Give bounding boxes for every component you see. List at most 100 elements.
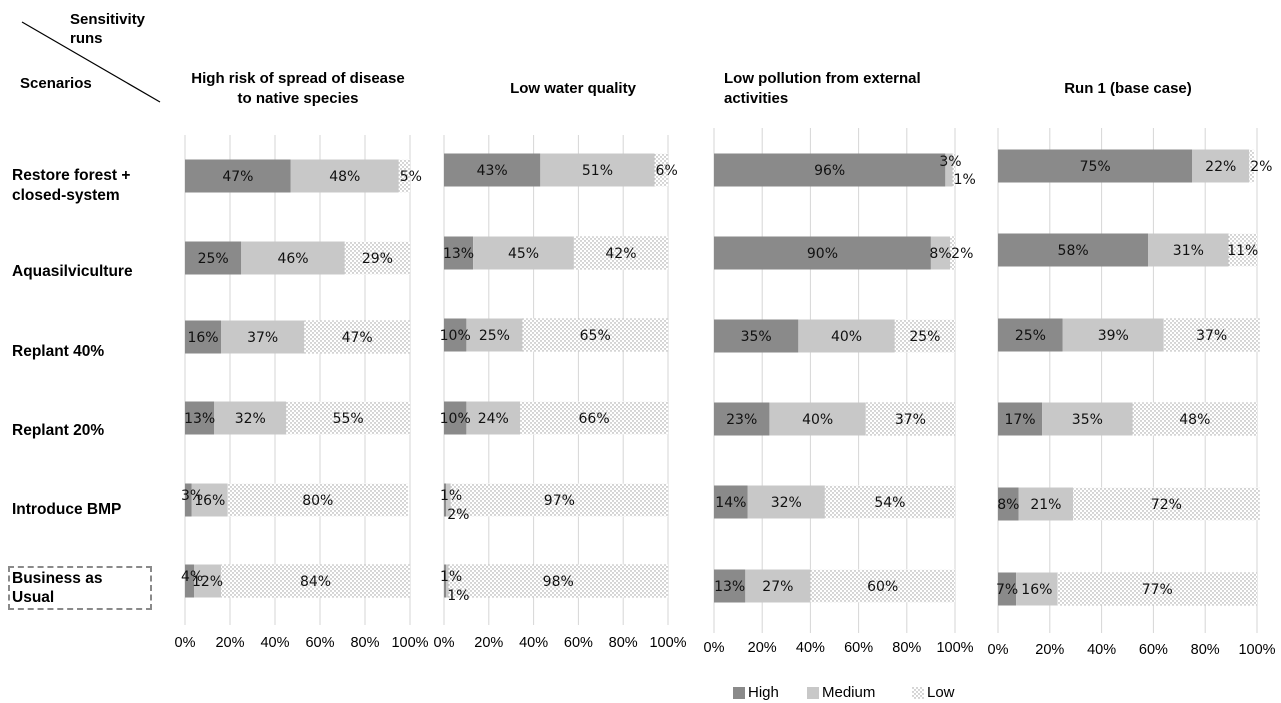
bar-high-business-as-usual (185, 564, 194, 598)
bar-medium-introduce-bmp (191, 483, 228, 517)
bar-medium-business-as-usual (745, 569, 811, 603)
legend-swatch-high (733, 687, 745, 699)
data-label-low-aquasilviculture: 29% (362, 251, 393, 267)
data-label-high-aquasilviculture: 13% (443, 246, 474, 262)
x-tick-label: 60% (1139, 642, 1168, 658)
x-tick-label: 100% (649, 635, 686, 651)
data-label-high-introduce-bmp: 3% (181, 488, 203, 504)
bar-medium-replant-20 (1042, 402, 1133, 436)
data-label-low-restore-forest-closed-system: 2% (1250, 159, 1272, 175)
bar-medium-replant-40 (466, 318, 523, 352)
panel-title-disease-risk: High risk of spread of disease to native… (191, 70, 405, 107)
x-tick-label: 80% (609, 635, 638, 651)
x-tick-label: 20% (1035, 642, 1064, 658)
data-label-medium-replant-20: 24% (478, 411, 509, 427)
data-label-medium-replant-40: 39% (1098, 328, 1129, 344)
bar-high-replant-20 (714, 402, 770, 436)
panel-title-water-quality: Low water quality (510, 80, 636, 97)
bar-low-aquasilviculture (1228, 233, 1257, 267)
legend-swatch-medium (807, 687, 819, 699)
bar-low-introduce-bmp (1073, 487, 1260, 521)
data-label-low-introduce-bmp: 97% (544, 493, 575, 509)
data-label-low-restore-forest-closed-system: 6% (656, 163, 678, 179)
x-tick-label: 20% (215, 635, 244, 651)
data-label-low-business-as-usual: 77% (1142, 582, 1173, 598)
data-label-high-introduce-bmp: 14% (715, 495, 746, 511)
bar-medium-replant-20 (214, 401, 287, 435)
data-label-low-business-as-usual: 60% (867, 579, 898, 595)
corner-diagonal-line (21, 21, 161, 103)
bar-high-restore-forest-closed-system (444, 153, 541, 187)
bar-medium-replant-20 (769, 402, 866, 436)
bar-high-business-as-usual (998, 572, 1017, 606)
x-tick-label: 80% (1191, 642, 1220, 658)
data-label-medium-introduce-bmp: 16% (194, 493, 225, 509)
bar-low-replant-40 (522, 318, 668, 352)
data-label-high-replant-20: 17% (1004, 412, 1035, 428)
bar-high-introduce-bmp (444, 483, 447, 517)
x-tick-label: 40% (519, 635, 548, 651)
data-label-high-aquasilviculture: 90% (807, 246, 838, 262)
data-label-high-replant-40: 35% (741, 329, 772, 345)
legend-swatch-low (912, 687, 924, 699)
bar-low-replant-20 (1132, 402, 1257, 436)
data-label-high-aquasilviculture: 58% (1058, 243, 1089, 259)
x-tick-label: 60% (564, 635, 593, 651)
data-label-low-restore-forest-closed-system: 1% (954, 172, 976, 188)
row-label-introduce-bmp: Introduce BMP (12, 501, 122, 518)
x-tick-label: 0% (175, 635, 196, 651)
data-label-medium-restore-forest-closed-system: 3% (939, 154, 961, 170)
bar-low-restore-forest-closed-system (1249, 149, 1255, 183)
bar-low-business-as-usual (810, 569, 955, 603)
x-tick-label: 20% (474, 635, 503, 651)
bar-medium-introduce-bmp (1018, 487, 1074, 521)
bar-medium-business-as-usual (1016, 572, 1058, 606)
bar-high-restore-forest-closed-system (714, 153, 946, 187)
x-tick-label: 100% (1238, 642, 1275, 658)
data-label-high-business-as-usual: 4% (181, 569, 203, 585)
bar-low-restore-forest-closed-system (952, 153, 955, 187)
bar-high-introduce-bmp (998, 487, 1019, 521)
bar-low-restore-forest-closed-system (654, 153, 668, 187)
bar-low-replant-40 (1163, 318, 1260, 352)
data-label-high-restore-forest-closed-system: 43% (477, 163, 508, 179)
bar-high-replant-20 (185, 401, 215, 435)
bar-medium-replant-20 (466, 401, 521, 435)
data-label-low-restore-forest-closed-system: 5% (400, 169, 422, 185)
bar-low-restore-forest-closed-system (398, 159, 410, 193)
data-label-low-business-as-usual: 84% (300, 574, 331, 590)
data-label-medium-introduce-bmp: 21% (1030, 497, 1061, 513)
chart-panel-3: 0% 20% 40% 60% 80% 100% 96% 3% 1% 90% 8% 2% 35% 40% 25… (704, 128, 976, 656)
data-label-high-business-as-usual: 7% (996, 582, 1018, 598)
bar-low-business-as-usual (448, 564, 668, 598)
data-label-medium-business-as-usual: 12% (192, 574, 223, 590)
bar-medium-aquasilviculture (473, 236, 574, 270)
data-label-medium-restore-forest-closed-system: 48% (329, 169, 360, 185)
bar-medium-business-as-usual (446, 564, 449, 598)
data-label-high-replant-40: 25% (1015, 328, 1046, 344)
data-label-low-replant-20: 66% (579, 411, 610, 427)
data-label-low-aquasilviculture: 11% (1227, 243, 1258, 259)
bar-high-replant-40 (998, 318, 1063, 352)
bar-high-restore-forest-closed-system (998, 149, 1193, 183)
bar-low-replant-40 (304, 320, 410, 354)
bar-medium-aquasilviculture (930, 236, 951, 270)
bar-medium-restore-forest-closed-system (1192, 149, 1250, 183)
data-label-low-introduce-bmp: 54% (874, 495, 905, 511)
bar-medium-business-as-usual (194, 564, 221, 598)
bar-medium-replant-40 (1062, 318, 1164, 352)
data-label-low-introduce-bmp: 80% (302, 493, 333, 509)
data-label-low-aquasilviculture: 42% (605, 246, 636, 262)
bar-low-introduce-bmp (227, 483, 408, 517)
x-tick-label: 0% (988, 642, 1009, 658)
bar-low-aquasilviculture (344, 241, 410, 275)
chart-panel-4: 0% 20% 40% 60% 80% 100% 75% 22% 2% 58% 31% 11% 25% 39… (988, 128, 1276, 658)
chart-panel-2: 0% 20% 40% 60% 80% 100% 43% 51% 6% 13% 45% 42% 10% 25… (434, 135, 687, 651)
bar-high-restore-forest-closed-system (185, 159, 291, 193)
data-label-low-replant-20: 48% (1179, 412, 1210, 428)
x-tick-label: 80% (350, 635, 379, 651)
data-label-high-introduce-bmp: 1% (440, 488, 462, 504)
data-label-medium-business-as-usual: 27% (762, 579, 793, 595)
bar-low-business-as-usual (1057, 572, 1257, 606)
